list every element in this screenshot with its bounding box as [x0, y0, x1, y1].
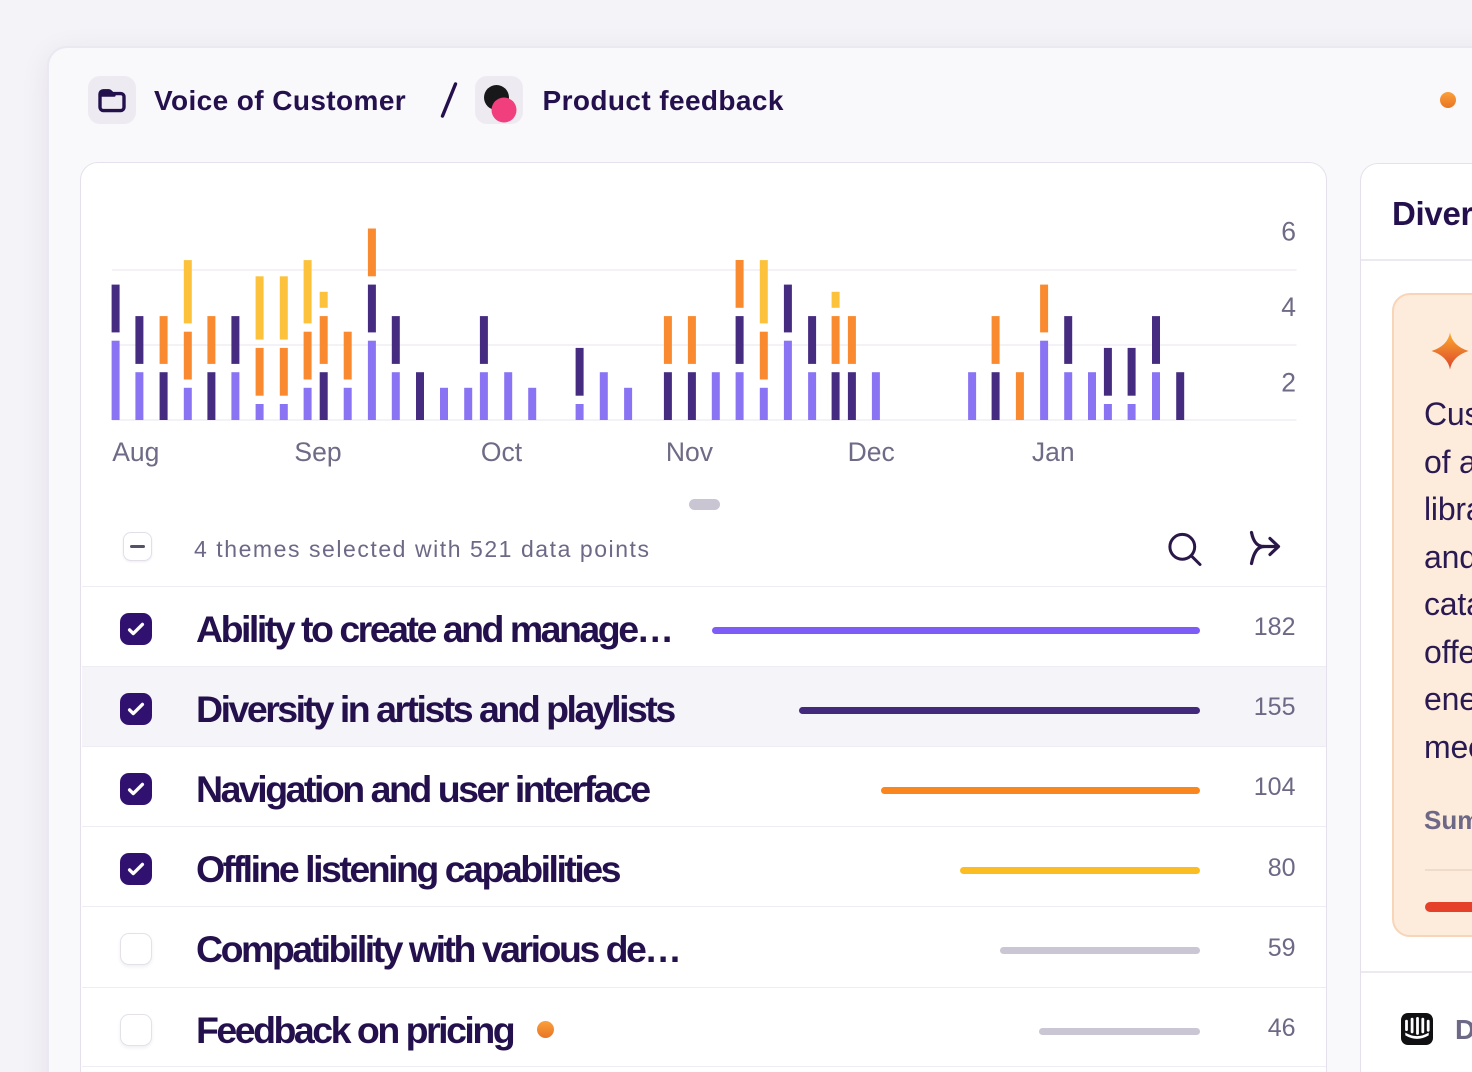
- svg-text:Sep: Sep: [294, 437, 341, 467]
- svg-text:6: 6: [1281, 217, 1296, 247]
- svg-text:Oct: Oct: [481, 437, 523, 467]
- svg-text:Aug: Aug: [112, 437, 159, 467]
- svg-text:Dec: Dec: [848, 437, 895, 467]
- svg-text:Nov: Nov: [666, 437, 714, 467]
- svg-text:Jan: Jan: [1032, 437, 1075, 467]
- svg-text:2: 2: [1281, 368, 1296, 398]
- svg-text:4: 4: [1281, 292, 1296, 322]
